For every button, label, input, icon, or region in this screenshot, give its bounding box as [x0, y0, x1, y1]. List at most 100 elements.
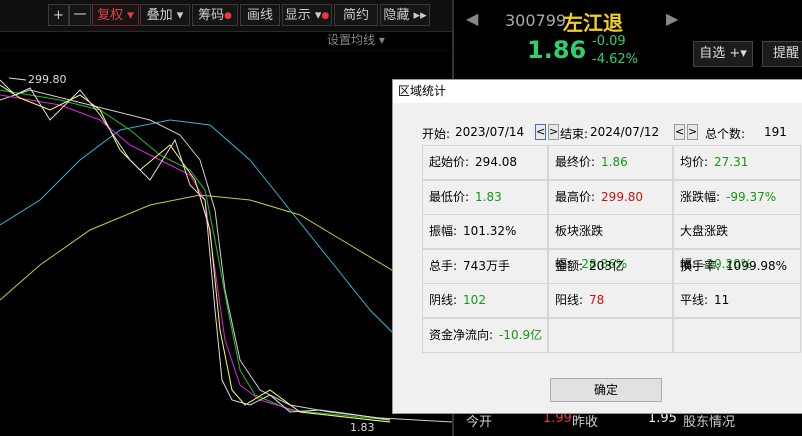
stat-cell: 涨跌幅: -99.37%	[673, 179, 801, 215]
empty-cell	[673, 317, 801, 353]
ma-line	[0, 94, 391, 423]
ok-button[interactable]: 确定	[550, 378, 662, 402]
label: 设置均线	[327, 33, 376, 47]
stat-value: 78	[589, 293, 605, 307]
ma-line	[0, 84, 391, 423]
start-prev[interactable]: <	[535, 124, 546, 140]
end-date: 2024/07/12	[590, 125, 660, 139]
stat-label: 起始价:	[429, 155, 470, 169]
stat-value: 27.31	[714, 155, 749, 169]
stat-label: 总手:	[429, 258, 458, 273]
stat-cell: 最终价: 1.86	[548, 145, 673, 180]
ma-line	[0, 89, 391, 421]
chips-button[interactable]: 筹码●	[192, 4, 238, 26]
stat-label: 最终价:	[555, 155, 596, 169]
stat-value: 101.32%	[463, 224, 517, 238]
holders-label: 股东情况	[683, 415, 736, 430]
empty-cell	[548, 317, 673, 353]
stat-label: 振幅:	[429, 224, 458, 238]
high-label: 299.80	[28, 73, 67, 86]
adjust-button[interactable]: 复权 ▾	[92, 4, 139, 26]
stat-cell: 阴线: 102	[422, 283, 548, 318]
stat-label: 阴线:	[429, 293, 458, 307]
simple-button[interactable]: 简约	[334, 4, 378, 26]
count-value: 191	[764, 125, 787, 139]
stat-label: 换手率:	[680, 258, 721, 273]
stat-value: 1.83	[475, 189, 502, 204]
stat-value: -99.37%	[726, 189, 777, 204]
stat-label: 资金净流向:	[429, 327, 494, 342]
alert-button[interactable]: 提醒	[762, 41, 802, 67]
dialog-title: 区域统计	[393, 80, 802, 103]
ma-line	[0, 119, 452, 376]
open-label: 今开	[466, 415, 493, 430]
start-next[interactable]: >	[548, 124, 559, 140]
start-date: 2023/07/14	[455, 125, 525, 139]
hide-button[interactable]: 隐藏 ▸▸	[380, 4, 430, 26]
end-next[interactable]: >	[687, 124, 698, 140]
stat-cell: 平线: 11	[673, 283, 801, 318]
stat-value: -10.9亿	[499, 327, 543, 342]
overlay-button[interactable]: 叠加 ▾	[140, 4, 190, 26]
stat-cell: 振幅: 101.32%	[422, 214, 548, 249]
stat-value: 1099.98%	[726, 258, 788, 273]
label: 显示	[284, 8, 311, 23]
stock-name: 左江退	[563, 11, 623, 35]
zoom-out[interactable]: 一	[69, 4, 91, 26]
prev-close-value: 1.95	[648, 411, 677, 426]
change: -0.09	[592, 34, 626, 49]
stat-label: 金额:	[555, 258, 584, 273]
stat-cell: 均价: 27.31	[673, 145, 801, 180]
change-pct: -4.62%	[592, 52, 638, 67]
stat-value: -20.20%	[702, 257, 753, 271]
stat-value: 203亿	[589, 258, 624, 273]
stat-value: 743万手	[463, 258, 510, 273]
price: 1.86	[527, 36, 587, 64]
prev-stock[interactable]: ◀	[466, 9, 479, 28]
pointer	[8, 77, 27, 81]
stat-label: 均价:	[680, 155, 709, 169]
display-button[interactable]: 显示 ▾●	[282, 4, 332, 26]
label: 自选	[699, 46, 726, 61]
stat-label: 涨跌幅:	[680, 189, 721, 204]
stat-value: 1.86	[601, 155, 628, 169]
label: 筹码	[198, 8, 225, 23]
stat-cell: 最低价: 1.83	[422, 179, 548, 215]
ma-settings[interactable]: 设置均线 ▾	[327, 33, 385, 47]
ma-line	[0, 194, 452, 301]
stat-label: 大盘涨跌幅:	[680, 224, 729, 271]
stat-value: 299.80	[601, 189, 644, 204]
end-label: 结束:	[560, 127, 589, 141]
stat-label: 阳线:	[555, 293, 584, 307]
stat-cell: 阳线: 78	[548, 283, 673, 318]
stat-cell: 资金净流向: -10.9亿	[422, 317, 548, 353]
stat-cell: 总手: 743万手	[422, 248, 548, 284]
stat-label: 最高价:	[555, 189, 596, 204]
stat-value: -28.86%	[577, 257, 628, 271]
ma-line	[0, 89, 452, 423]
start-label: 开始:	[422, 127, 451, 141]
kline-chart	[0, 50, 452, 423]
open-value: 1.99	[543, 411, 572, 426]
stat-cell: 最高价: 299.80	[548, 179, 673, 215]
end-prev[interactable]: <	[674, 124, 685, 140]
stat-cell: 板块涨跌幅: -28.86%	[548, 214, 673, 271]
watch-button[interactable]: 自选 +▾	[693, 41, 753, 67]
price-line	[0, 79, 391, 421]
count-label: 总个数:	[705, 127, 746, 141]
stat-cell: 起始价: 294.08	[422, 145, 548, 180]
next-stock[interactable]: ▶	[666, 9, 679, 28]
stat-label: 最低价:	[429, 189, 470, 204]
zoom-in[interactable]: +	[48, 4, 69, 26]
draw-button[interactable]: 画线	[240, 4, 280, 26]
stat-value: 294.08	[475, 155, 518, 169]
stat-label: 平线:	[680, 293, 709, 307]
stats-dialog: 区域统计 开始: 2023/07/14 < > 结束: 2024/07/12 <…	[392, 79, 802, 414]
prev-close-label: 昨收	[572, 415, 599, 430]
stat-cell: 大盘涨跌幅: -20.20%	[673, 214, 801, 271]
stat-cell: 金额: 203亿	[548, 248, 673, 284]
stat-label: 板块涨跌幅:	[555, 224, 604, 271]
stat-value: 102	[463, 293, 486, 307]
stat-value: 11	[714, 293, 730, 307]
